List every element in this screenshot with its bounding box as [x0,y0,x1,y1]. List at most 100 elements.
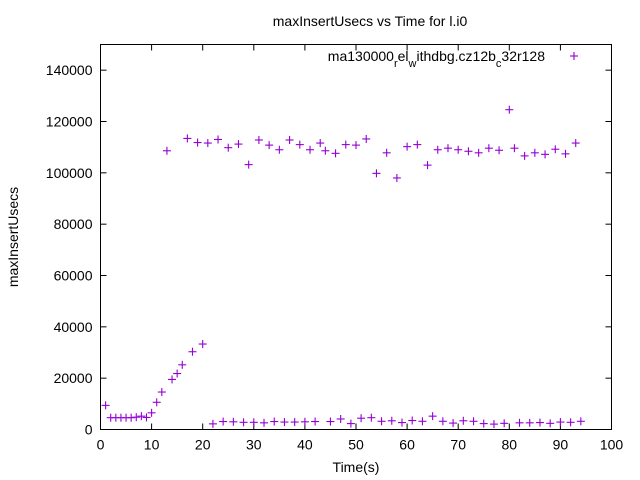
x-tick-label: 0 [97,437,105,453]
y-tick-label: 60000 [54,268,93,284]
data-point [168,375,177,384]
data-point [367,413,376,422]
data-point [326,417,335,426]
legend: ma130000relwithdbg.cz12bc32r128 [328,48,578,70]
data-point [510,144,519,153]
y-axis-label: maxInsertUsecs [5,187,21,287]
legend-label: ma130000relwithdbg.cz12bc32r128 [328,48,545,70]
data-point [321,146,330,155]
data-point [101,401,110,410]
data-point [224,143,233,152]
y-axis: 0 20000 40000 60000 80000 100000 120000 140000 [46,62,612,438]
x-tick-label: 20 [195,437,211,453]
data-point [454,145,463,154]
data-point [173,369,182,378]
data-point [331,149,340,158]
chart-title: maxInsertUsecs vs Time for l.i0 [273,13,468,29]
data-point [306,145,315,154]
data-point [157,388,166,397]
y-tick-label: 40000 [54,319,93,335]
data-point [249,418,258,427]
data-point [147,408,156,417]
data-point [566,418,575,427]
data-point [505,105,514,114]
data-point [234,140,243,149]
x-tick-label: 90 [553,437,569,453]
data-point [484,144,493,153]
data-point [137,412,146,421]
x-tick-label: 10 [144,437,160,453]
data-point [520,151,529,160]
data-point [500,419,509,428]
y-tick-label: 100000 [46,165,93,181]
data-point [239,418,248,427]
data-point [408,416,417,425]
data-point [270,417,279,426]
data-point [260,418,269,427]
x-tick-label: 30 [246,437,262,453]
data-point [244,160,253,169]
data-point [183,134,192,143]
data-point [203,139,212,148]
data-point [311,417,320,426]
x-axis: 0 10 20 30 40 50 60 70 80 90 100 [97,44,624,453]
y-tick-label: 120000 [46,114,93,130]
data-point [495,146,504,155]
data-point [285,135,294,144]
data-point [336,414,345,423]
data-point [515,418,524,427]
data-point [413,140,422,149]
data-point [474,148,483,157]
y-tick-label: 80000 [54,216,93,232]
data-point [397,418,406,427]
data-point [546,419,555,428]
data-point [275,145,284,154]
data-point [341,140,350,149]
legend-plus-marker [570,52,578,60]
data-point [377,417,386,426]
data-point [464,147,473,156]
x-tick-label: 80 [502,437,518,453]
data-point [489,420,498,429]
data-point [208,419,217,428]
data-point [479,419,488,428]
data-point [469,417,478,426]
data-point [254,135,263,144]
data-point [316,139,325,148]
data-point [423,161,432,170]
data-point [459,416,468,425]
data-point [449,419,458,428]
data-point [535,418,544,427]
data-point [443,144,452,153]
data-point [229,417,238,426]
data-point [418,417,427,426]
legend-marker [570,52,578,60]
data-point [162,146,171,155]
x-axis-label: Time(s) [333,459,380,475]
y-tick-label: 20000 [54,370,93,386]
data-points [101,105,585,429]
data-point [530,148,539,157]
x-tick-label: 50 [348,437,364,453]
data-point [438,417,447,426]
data-point [352,141,360,150]
data-point [357,414,366,423]
data-point [193,138,202,147]
x-tick-label: 70 [450,437,466,453]
data-point [214,135,223,144]
data-point [571,139,580,148]
data-point [362,134,371,143]
data-point [290,418,299,427]
data-point [382,148,391,157]
x-tick-label: 40 [297,437,313,453]
data-point [541,150,550,159]
data-point [433,145,442,154]
data-point [219,417,228,426]
y-tick-label: 140000 [46,62,93,78]
data-point [561,149,570,158]
data-point [403,142,412,151]
data-point [551,145,560,154]
x-tick-label: 100 [600,437,624,453]
data-point [372,169,381,178]
data-point [525,418,534,427]
